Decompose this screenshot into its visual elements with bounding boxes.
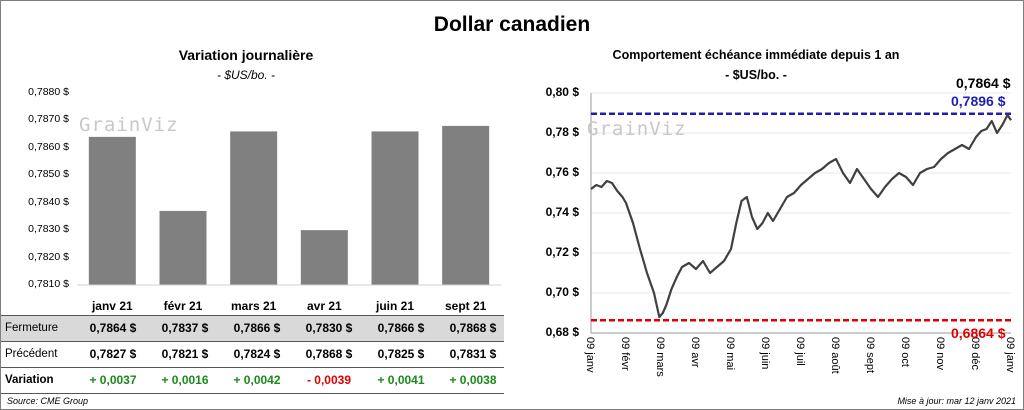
close-cell: 0,7868 $ — [449, 321, 497, 335]
right-x-tick-label: 09 juil — [794, 337, 806, 366]
row-label-previous: Précédent — [5, 348, 58, 360]
left-chart-title: Variation journalière — [178, 47, 314, 63]
right-x-tick-label: 09 oct — [899, 337, 911, 367]
left-y-tick-label: 0,7830 $ — [28, 223, 69, 236]
bar — [371, 131, 419, 285]
close-cell: 0,7866 $ — [377, 321, 425, 335]
change-cell: + 0,0037 — [89, 373, 137, 387]
change-cell: + 0,0041 — [377, 373, 425, 387]
right-x-tick-label: 09 sept — [864, 337, 876, 374]
right-x-tick-label: 09 mars — [654, 337, 666, 377]
previous-cell: 0,7868 $ — [305, 347, 353, 361]
right-chart-title: Comportement échéance immédiate depuis 1… — [612, 48, 900, 62]
row-label-close: Fermeture — [5, 322, 59, 334]
left-x-tick-label: avr 21 — [306, 299, 342, 313]
previous-cell: 0,7821 $ — [161, 347, 209, 361]
right-y-tick-label: 0,72 $ — [545, 245, 579, 259]
table-row-change: Variation + 0,0037 + 0,0016 + 0,0042 - 0… — [1, 368, 504, 394]
close-cell: 0,7837 $ — [161, 321, 209, 335]
row-label-change: Variation — [5, 374, 54, 386]
table-row-close: Fermeture 0,7864 $ 0,7837 $ 0,7866 $ 0,7… — [1, 315, 504, 342]
left-y-tick-label: 0,7870 $ — [28, 113, 69, 126]
change-cell: - 0,0039 — [306, 373, 352, 387]
left-x-tick-label: juin 21 — [375, 299, 414, 313]
data-table: Fermeture 0,7864 $ 0,7837 $ 0,7866 $ 0,7… — [1, 315, 504, 395]
left-y-tick-label: 0,7880 $ — [28, 86, 69, 98]
right-x-tick-label: 09 nov — [934, 337, 946, 371]
bar — [300, 230, 348, 285]
right-y-tick-label: 0,74 $ — [545, 205, 579, 219]
left-y-tick-label: 0,7810 $ — [28, 278, 69, 290]
left-x-tick-label: mars 21 — [230, 299, 277, 313]
bar — [159, 210, 207, 285]
last-value-label: 0,7864 $ — [956, 75, 1011, 91]
right-watermark: GrainViz — [587, 118, 687, 140]
right-x-tick-label: 09 juin — [759, 337, 771, 370]
right-x-tick-label: 09 janv — [584, 337, 596, 373]
bar — [442, 125, 490, 286]
left-y-tick-label: 0,7850 $ — [28, 168, 69, 181]
left-y-tick-label: 0,7840 $ — [28, 195, 69, 208]
right-y-tick-label: 0,70 $ — [545, 285, 579, 299]
left-bar-chart — [77, 125, 501, 286]
left-x-tick-label: sept 21 — [444, 299, 487, 313]
main-title: Dollar canadien — [433, 13, 591, 36]
low-value-label: 0,6864 $ — [951, 325, 1006, 341]
update-note: Mise à jour: mar 12 janv 2021 — [897, 396, 1016, 406]
left-watermark: GrainViz — [79, 114, 179, 136]
right-x-tick-label: 09 déc — [969, 337, 981, 371]
right-y-tick-label: 0,80 $ — [545, 85, 579, 99]
left-x-tick-label: janv 21 — [91, 299, 133, 313]
change-cell: + 0,0016 — [161, 373, 209, 387]
table-row-previous: Précédent 0,7827 $ 0,7821 $ 0,7824 $ 0,7… — [1, 342, 504, 368]
right-x-tick-label: 09 mai — [724, 337, 736, 371]
right-y-tick-label: 0,78 $ — [545, 125, 579, 139]
previous-cell: 0,7825 $ — [377, 347, 425, 361]
left-y-tick-label: 0,7860 $ — [28, 140, 69, 153]
right-chart-subtitle: - $US/bo. - — [725, 68, 787, 82]
close-cell: 0,7864 $ — [89, 321, 137, 335]
right-x-tick-label: 09 août — [829, 337, 841, 374]
close-cell: 0,7830 $ — [305, 321, 353, 335]
right-y-tick-label: 0,76 $ — [545, 165, 579, 179]
close-cell: 0,7866 $ — [233, 321, 281, 335]
change-cell: + 0,0042 — [233, 373, 281, 387]
high-value-label: 0,7896 $ — [951, 93, 1006, 109]
previous-cell: 0,7827 $ — [89, 347, 137, 361]
right-x-tick-label: 09 avr — [689, 337, 701, 368]
source-note: Source: CME Group — [7, 396, 89, 406]
bar — [88, 136, 136, 285]
right-y-tick-label: 0,68 $ — [545, 325, 579, 339]
previous-cell: 0,7831 $ — [449, 347, 497, 361]
right-x-tick-label: 09 févr — [619, 337, 631, 371]
left-y-tick-label: 0,7820 $ — [28, 250, 69, 263]
left-x-tick-label: févr 21 — [163, 299, 203, 313]
left-chart-subtitle: - $US/bo. - — [216, 68, 276, 82]
bar — [230, 131, 278, 285]
previous-cell: 0,7824 $ — [233, 347, 281, 361]
change-cell: + 0,0038 — [449, 373, 497, 387]
price-series-line — [590, 113, 1012, 319]
right-x-tick-label: 09 janv — [1004, 337, 1016, 373]
